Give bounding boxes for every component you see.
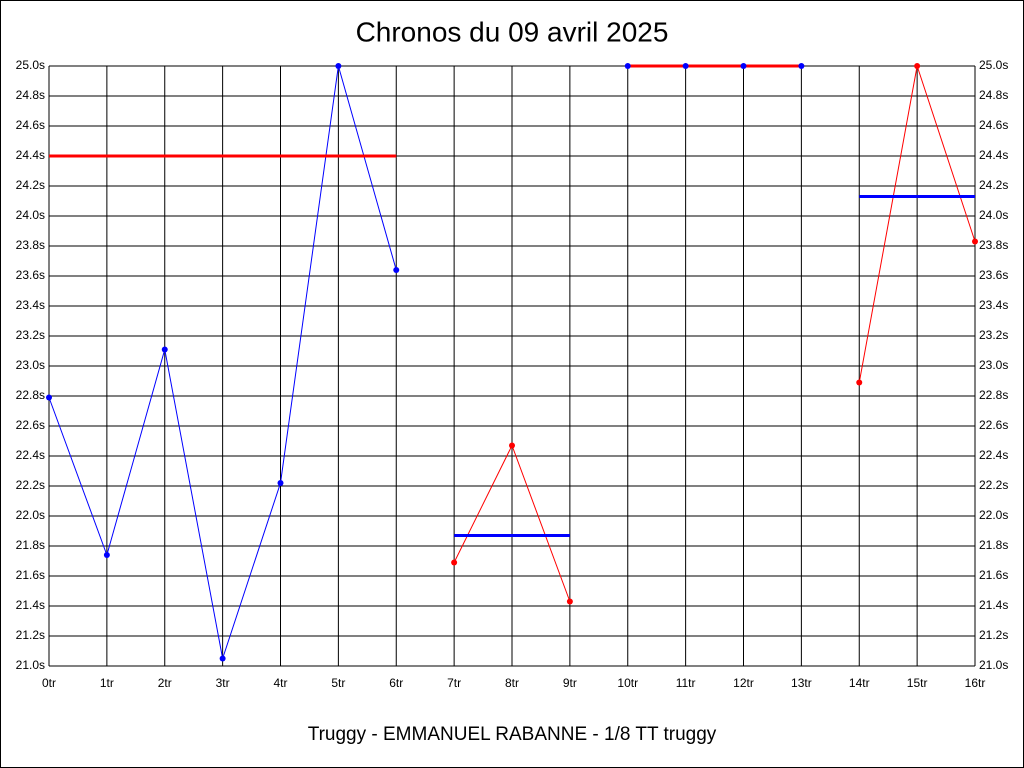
x-tick-label: 8tr xyxy=(505,676,519,690)
y2-tick-label: 21.4s xyxy=(979,598,1008,612)
data-point xyxy=(103,552,110,558)
y-tick-label: 24.6s xyxy=(16,118,45,132)
y2-tick-label: 21.2s xyxy=(979,628,1008,642)
data-point xyxy=(393,267,400,273)
y-tick-label: 22.2s xyxy=(16,478,45,492)
y-tick-label: 22.0s xyxy=(16,508,45,522)
data-point xyxy=(682,63,689,69)
data-point xyxy=(161,346,168,353)
y2-tick-label: 23.6s xyxy=(979,268,1008,282)
y-tick-label: 22.8s xyxy=(16,388,45,402)
y-tick-label: 21.0s xyxy=(16,658,45,672)
y2-tick-label: 24.0s xyxy=(979,208,1008,222)
data-point xyxy=(219,655,226,662)
y2-tick-label: 21.0s xyxy=(979,658,1008,672)
x-tick-label: 13tr xyxy=(791,676,812,690)
y2-tick-label: 24.8s xyxy=(979,88,1008,102)
y-tick-label: 21.6s xyxy=(16,568,45,582)
y2-tick-label: 22.4s xyxy=(979,448,1008,462)
x-tick-label: 9tr xyxy=(563,676,577,690)
data-point xyxy=(46,394,52,401)
x-tick-label: 3tr xyxy=(216,676,230,690)
x-tick-label: 2tr xyxy=(158,676,172,690)
y2-tick-label: 22.6s xyxy=(979,418,1008,432)
y2-tick-label: 22.8s xyxy=(979,388,1008,402)
y2-tick-label: 24.6s xyxy=(979,118,1008,132)
data-point xyxy=(277,480,284,486)
y2-tick-label: 24.4s xyxy=(979,148,1008,162)
x-tick-label: 11tr xyxy=(676,676,696,690)
x-tick-label: 14tr xyxy=(849,676,870,690)
data-point xyxy=(856,379,863,386)
y2-tick-label: 25.0s xyxy=(979,58,1008,72)
x-tick-label: 0tr xyxy=(42,676,56,690)
y-tick-label: 23.2s xyxy=(16,328,45,342)
y-tick-label: 24.4s xyxy=(16,148,45,162)
y2-tick-label: 21.6s xyxy=(979,568,1008,582)
x-tick-label: 6tr xyxy=(389,676,403,690)
y2-tick-label: 22.0s xyxy=(979,508,1008,522)
y-tick-label: 24.8s xyxy=(16,88,45,102)
x-tick-label: 4tr xyxy=(273,676,287,690)
data-point xyxy=(335,63,342,69)
y-tick-label: 21.2s xyxy=(16,628,45,642)
x-tick-label: 15tr xyxy=(907,676,928,690)
y2-tick-label: 23.8s xyxy=(979,238,1008,252)
y-tick-label: 24.2s xyxy=(16,178,45,192)
x-tick-label: 7tr xyxy=(447,676,461,690)
y-tick-label: 23.0s xyxy=(16,358,45,372)
x-tick-label: 16tr xyxy=(965,676,986,690)
chart-footer: Truggy - EMMANUEL RABANNE - 1/8 TT trugg… xyxy=(308,724,717,745)
y-tick-label: 21.4s xyxy=(16,598,45,612)
y2-tick-label: 22.2s xyxy=(979,478,1008,492)
data-point xyxy=(624,63,631,69)
data-point xyxy=(740,63,747,69)
y-tick-label: 22.4s xyxy=(16,448,45,462)
y-tick-label: 24.0s xyxy=(16,208,45,222)
x-tick-label: 1tr xyxy=(100,676,114,690)
data-point xyxy=(972,238,978,245)
y-tick-label: 23.6s xyxy=(16,268,45,282)
y2-tick-label: 23.2s xyxy=(979,328,1008,342)
y-tick-label: 23.4s xyxy=(16,298,45,312)
y2-tick-label: 21.8s xyxy=(979,538,1008,552)
y2-tick-label: 24.2s xyxy=(979,178,1008,192)
data-point xyxy=(451,559,458,566)
y2-tick-label: 23.0s xyxy=(979,358,1008,372)
data-point xyxy=(566,598,573,605)
y-tick-label: 22.6s xyxy=(16,418,45,432)
y2-tick-label: 23.4s xyxy=(979,298,1008,312)
y-tick-label: 23.8s xyxy=(16,238,45,252)
x-tick-label: 12tr xyxy=(733,676,754,690)
x-tick-label: 10tr xyxy=(617,676,638,690)
data-point xyxy=(798,63,805,69)
chart-title: Chronos du 09 avril 2025 xyxy=(356,16,669,47)
data-point xyxy=(914,63,921,69)
y-tick-label: 21.8s xyxy=(16,538,45,552)
data-point xyxy=(509,442,515,449)
y-tick-label: 25.0s xyxy=(16,58,45,72)
x-tick-label: 5tr xyxy=(331,676,345,690)
